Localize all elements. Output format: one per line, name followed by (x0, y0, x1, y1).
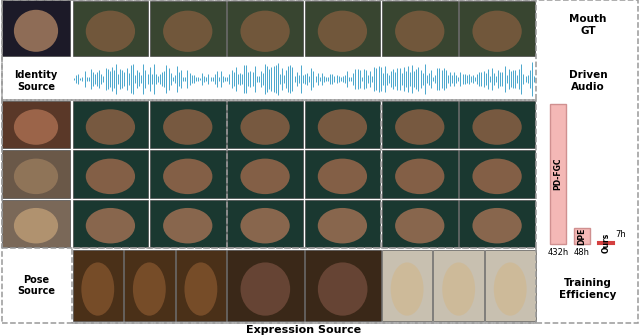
Bar (382, 250, 433, 321)
Bar (459, 150, 535, 198)
Ellipse shape (472, 158, 522, 194)
Ellipse shape (318, 11, 367, 52)
Text: 7h: 7h (615, 230, 626, 239)
Bar (72, 250, 123, 321)
Text: Expression Source: Expression Source (246, 325, 362, 335)
Bar (305, 101, 380, 148)
Text: Pose
Source: Pose Source (17, 275, 55, 296)
Bar (2, 200, 70, 247)
Bar (72, 101, 148, 148)
Bar (150, 1, 226, 56)
Ellipse shape (133, 262, 166, 316)
Ellipse shape (86, 109, 135, 145)
Text: Training
Efficiency: Training Efficiency (559, 278, 617, 300)
Bar (305, 150, 380, 198)
Ellipse shape (163, 158, 212, 194)
Text: PD-FGC: PD-FGC (554, 158, 563, 190)
Bar (72, 248, 536, 323)
Bar (459, 1, 535, 56)
Bar (305, 250, 381, 321)
Bar (72, 1, 148, 56)
Bar (2, 100, 536, 248)
Ellipse shape (442, 262, 475, 316)
Bar (2, 0, 536, 100)
Ellipse shape (241, 158, 290, 194)
Bar (2, 0, 536, 100)
Bar (227, 200, 303, 247)
Bar (459, 101, 535, 148)
Bar (150, 101, 226, 148)
Ellipse shape (318, 262, 367, 316)
Ellipse shape (241, 11, 290, 52)
Ellipse shape (14, 208, 58, 244)
Ellipse shape (86, 11, 135, 52)
Ellipse shape (14, 10, 58, 52)
Bar (175, 250, 226, 321)
Text: Ours: Ours (602, 233, 611, 253)
Ellipse shape (163, 109, 212, 145)
Ellipse shape (395, 109, 444, 145)
Bar (2, 150, 70, 198)
Ellipse shape (472, 11, 522, 52)
Ellipse shape (81, 262, 114, 316)
Ellipse shape (184, 262, 218, 316)
Bar (382, 101, 458, 148)
Bar (72, 59, 536, 100)
Ellipse shape (163, 208, 212, 244)
Bar (227, 250, 303, 321)
Bar (305, 1, 380, 56)
Bar (124, 250, 175, 321)
Text: Driven
Audio: Driven Audio (569, 70, 607, 92)
Bar (150, 200, 226, 247)
Bar (2, 0, 70, 56)
Ellipse shape (241, 109, 290, 145)
Ellipse shape (86, 208, 135, 244)
Ellipse shape (390, 262, 424, 316)
Ellipse shape (318, 109, 367, 145)
Ellipse shape (318, 208, 367, 244)
Ellipse shape (163, 11, 212, 52)
Text: DPE: DPE (577, 227, 586, 245)
Text: 48h: 48h (574, 248, 590, 257)
Bar (433, 250, 484, 321)
Bar (2, 101, 70, 148)
Bar (2, 100, 536, 248)
Bar (2, 248, 638, 323)
Text: Mouth
GT: Mouth GT (570, 14, 607, 36)
Ellipse shape (395, 158, 444, 194)
Ellipse shape (472, 109, 522, 145)
Ellipse shape (14, 109, 58, 145)
Bar (150, 150, 226, 198)
Bar (382, 200, 458, 247)
Ellipse shape (86, 158, 135, 194)
Bar (598, 242, 614, 244)
Bar (227, 1, 303, 56)
Ellipse shape (494, 262, 527, 316)
Bar (550, 104, 566, 244)
Text: Identity
Source: Identity Source (14, 70, 58, 92)
Bar (227, 150, 303, 198)
Bar (485, 250, 536, 321)
Bar (227, 101, 303, 148)
Text: 432h: 432h (547, 248, 568, 257)
Ellipse shape (318, 158, 367, 194)
Bar (72, 150, 148, 198)
Ellipse shape (395, 11, 444, 52)
Ellipse shape (241, 208, 290, 244)
Bar (382, 150, 458, 198)
Bar (72, 200, 148, 247)
Bar (459, 200, 535, 247)
Ellipse shape (472, 208, 522, 244)
Bar (305, 200, 380, 247)
Ellipse shape (395, 208, 444, 244)
Ellipse shape (241, 262, 290, 316)
Bar (382, 1, 458, 56)
Bar (574, 228, 590, 244)
Ellipse shape (14, 158, 58, 194)
